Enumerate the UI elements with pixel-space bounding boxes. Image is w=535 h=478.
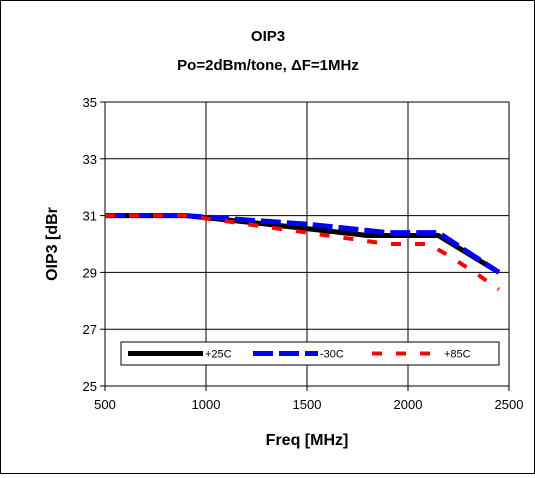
y-tick-label: 29 <box>83 265 97 280</box>
y-tick-label: 35 <box>83 95 97 110</box>
y-tick-label: 25 <box>83 379 97 394</box>
tick-labels: 500 1000 1500 2000 2500 25 27 29 31 33 35 <box>83 95 524 412</box>
y-tick-label: 33 <box>83 152 97 167</box>
x-tick-label: 2000 <box>394 397 423 412</box>
x-tick-label: 2500 <box>495 397 524 412</box>
subtitle-prefix: Po=2dBm/tone, <box>177 57 291 74</box>
x-tick-label: 1000 <box>192 397 221 412</box>
series-group <box>105 213 501 292</box>
legend-items: +25C -30C +85C <box>128 349 471 361</box>
y-tick-label: 31 <box>83 209 97 224</box>
series-line-2 <box>105 213 501 275</box>
legend-label-3: +85C <box>444 349 471 361</box>
x-axis-label: Freq [MHz] <box>266 432 349 449</box>
x-tick-label: 1500 <box>293 397 322 412</box>
series-line-3 <box>105 213 501 292</box>
x-tick-label: 500 <box>94 397 116 412</box>
chart-subtitle: Po=2dBm/tone, ΔF=1MHz <box>177 57 359 74</box>
legend-label-2: -30C <box>320 349 344 361</box>
subtitle-delta: Δ <box>291 57 302 74</box>
legend-label-1: +25C <box>205 349 232 361</box>
legend: +25C -30C +85C <box>120 341 500 366</box>
subtitle-suffix: F=1MHz <box>302 57 359 74</box>
chart-title: OIP3 <box>251 28 285 45</box>
y-tick-label: 27 <box>83 322 97 337</box>
y-axis-label: OIP3 [dBr <box>44 207 61 281</box>
